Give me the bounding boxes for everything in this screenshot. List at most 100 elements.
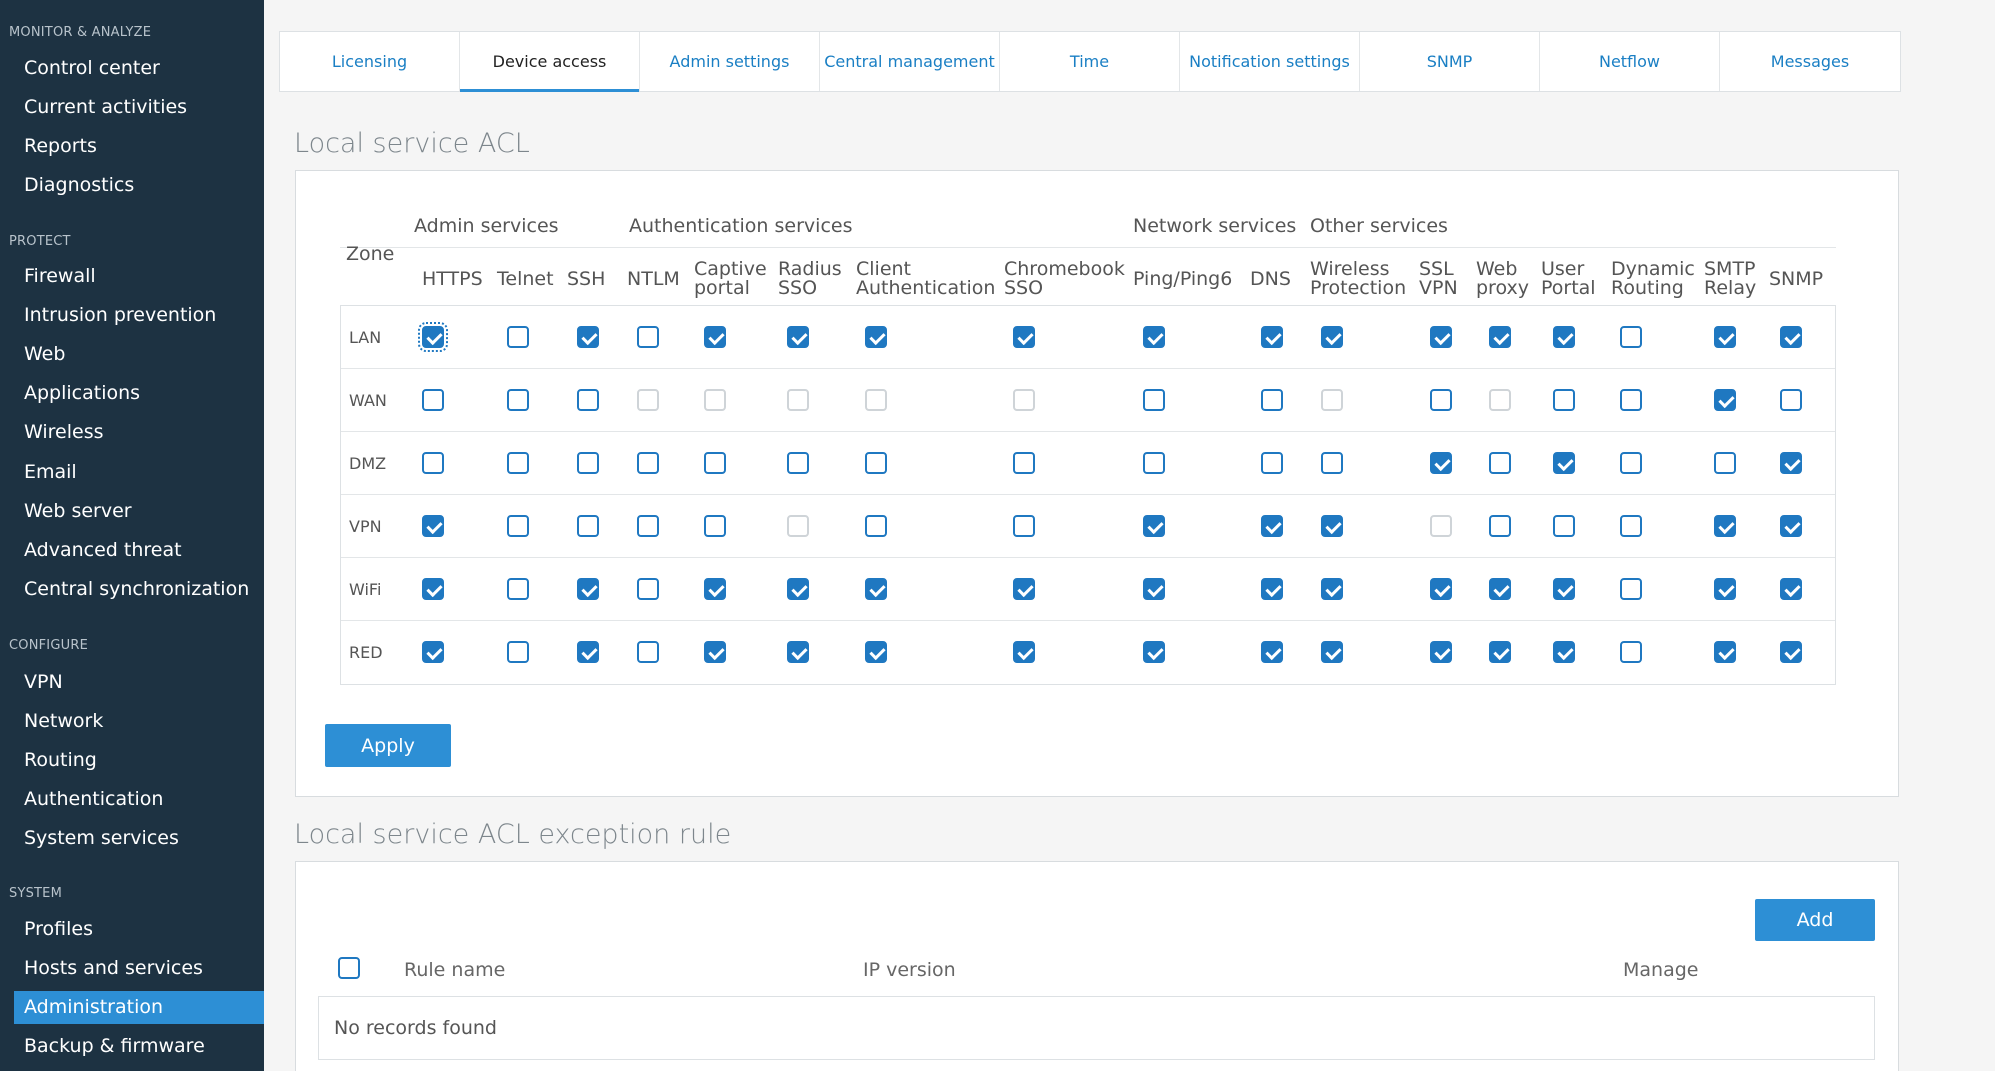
sidebar-item-administration[interactable]: Administration [14, 991, 264, 1024]
checkbox-dmz-ssh[interactable] [577, 452, 599, 474]
checkbox-wan-ping-ping6[interactable] [1143, 389, 1165, 411]
checkbox-vpn-web-proxy[interactable] [1489, 515, 1511, 537]
checkbox-vpn-client-authentication[interactable] [865, 515, 887, 537]
checkbox-red-ntlm[interactable] [637, 641, 659, 663]
tab-central-management[interactable]: Central management [820, 32, 1000, 91]
checkbox-red-ping-ping6[interactable] [1143, 641, 1165, 663]
checkbox-vpn-telnet[interactable] [507, 515, 529, 537]
checkbox-dmz-user-portal[interactable] [1553, 452, 1575, 474]
checkbox-wifi-ssh[interactable] [577, 578, 599, 600]
checkbox-wifi-dynamic-routing[interactable] [1620, 578, 1642, 600]
checkbox-wifi-ping-ping6[interactable] [1143, 578, 1165, 600]
sidebar-item-web[interactable]: Web [24, 343, 66, 365]
checkbox-red-smtp-relay[interactable] [1714, 641, 1736, 663]
sidebar-item-backup-firmware[interactable]: Backup & firmware [24, 1035, 205, 1057]
checkbox-red-telnet[interactable] [507, 641, 529, 663]
sidebar-item-applications[interactable]: Applications [24, 382, 141, 404]
checkbox-wan-dns[interactable] [1261, 389, 1283, 411]
checkbox-wan-user-portal[interactable] [1553, 389, 1575, 411]
checkbox-red-client-authentication[interactable] [865, 641, 887, 663]
checkbox-wifi-chromebook-sso[interactable] [1013, 578, 1035, 600]
add-button[interactable]: Add [1755, 899, 1875, 941]
checkbox-wan-smtp-relay[interactable] [1714, 389, 1736, 411]
checkbox-wifi-radius-sso[interactable] [787, 578, 809, 600]
tab-admin-settings[interactable]: Admin settings [640, 32, 820, 91]
checkbox-dmz-chromebook-sso[interactable] [1013, 452, 1035, 474]
checkbox-red-chromebook-sso[interactable] [1013, 641, 1035, 663]
checkbox-vpn-https[interactable] [422, 515, 444, 537]
checkbox-lan-dns[interactable] [1261, 326, 1283, 348]
checkbox-red-wireless-protection[interactable] [1321, 641, 1343, 663]
checkbox-dmz-web-proxy[interactable] [1489, 452, 1511, 474]
checkbox-lan-ntlm[interactable] [637, 326, 659, 348]
checkbox-lan-chromebook-sso[interactable] [1013, 326, 1035, 348]
checkbox-dmz-captive-portal[interactable] [704, 452, 726, 474]
select-all-checkbox[interactable] [338, 957, 360, 979]
sidebar-item-wireless[interactable]: Wireless [24, 421, 104, 443]
checkbox-vpn-ssh[interactable] [577, 515, 599, 537]
tab-notification-settings[interactable]: Notification settings [1180, 32, 1360, 91]
checkbox-red-dns[interactable] [1261, 641, 1283, 663]
checkbox-dmz-ntlm[interactable] [637, 452, 659, 474]
checkbox-lan-dynamic-routing[interactable] [1620, 326, 1642, 348]
checkbox-dmz-ping-ping6[interactable] [1143, 452, 1165, 474]
sidebar-item-network[interactable]: Network [24, 710, 104, 732]
checkbox-dmz-smtp-relay[interactable] [1714, 452, 1736, 474]
sidebar-item-hosts-and-services[interactable]: Hosts and services [24, 957, 203, 979]
sidebar-item-central-synchronization[interactable]: Central synchronization [24, 578, 250, 600]
checkbox-lan-ssl-vpn[interactable] [1430, 326, 1452, 348]
checkbox-wan-dynamic-routing[interactable] [1620, 389, 1642, 411]
checkbox-vpn-snmp[interactable] [1780, 515, 1802, 537]
checkbox-lan-web-proxy[interactable] [1489, 326, 1511, 348]
checkbox-vpn-captive-portal[interactable] [704, 515, 726, 537]
checkbox-vpn-smtp-relay[interactable] [1714, 515, 1736, 537]
checkbox-wifi-user-portal[interactable] [1553, 578, 1575, 600]
tab-time[interactable]: Time [1000, 32, 1180, 91]
checkbox-red-dynamic-routing[interactable] [1620, 641, 1642, 663]
checkbox-wifi-https[interactable] [422, 578, 444, 600]
checkbox-red-ssl-vpn[interactable] [1430, 641, 1452, 663]
tab-device-access[interactable]: Device access [460, 32, 640, 92]
checkbox-wifi-client-authentication[interactable] [865, 578, 887, 600]
checkbox-wifi-ntlm[interactable] [637, 578, 659, 600]
checkbox-dmz-dynamic-routing[interactable] [1620, 452, 1642, 474]
checkbox-lan-captive-portal[interactable] [704, 326, 726, 348]
checkbox-red-radius-sso[interactable] [787, 641, 809, 663]
checkbox-wifi-dns[interactable] [1261, 578, 1283, 600]
checkbox-lan-wireless-protection[interactable] [1321, 326, 1343, 348]
sidebar-item-intrusion-prevention[interactable]: Intrusion prevention [24, 304, 217, 326]
checkbox-red-https[interactable] [422, 641, 444, 663]
checkbox-dmz-ssl-vpn[interactable] [1430, 452, 1452, 474]
checkbox-wifi-smtp-relay[interactable] [1714, 578, 1736, 600]
tab-snmp[interactable]: SNMP [1360, 32, 1540, 91]
checkbox-lan-snmp[interactable] [1780, 326, 1802, 348]
checkbox-lan-telnet[interactable] [507, 326, 529, 348]
checkbox-lan-ssh[interactable] [577, 326, 599, 348]
sidebar-item-control-center[interactable]: Control center [24, 57, 160, 79]
checkbox-vpn-ntlm[interactable] [637, 515, 659, 537]
sidebar-item-diagnostics[interactable]: Diagnostics [24, 174, 135, 196]
checkbox-vpn-dns[interactable] [1261, 515, 1283, 537]
sidebar-item-reports[interactable]: Reports [24, 135, 97, 157]
checkbox-red-user-portal[interactable] [1553, 641, 1575, 663]
checkbox-red-snmp[interactable] [1780, 641, 1802, 663]
checkbox-dmz-dns[interactable] [1261, 452, 1283, 474]
checkbox-vpn-user-portal[interactable] [1553, 515, 1575, 537]
checkbox-wifi-web-proxy[interactable] [1489, 578, 1511, 600]
checkbox-red-ssh[interactable] [577, 641, 599, 663]
checkbox-wan-https[interactable] [422, 389, 444, 411]
checkbox-dmz-radius-sso[interactable] [787, 452, 809, 474]
sidebar-item-authentication[interactable]: Authentication [24, 788, 164, 810]
tab-messages[interactable]: Messages [1770, 52, 1850, 71]
checkbox-lan-radius-sso[interactable] [787, 326, 809, 348]
checkbox-vpn-wireless-protection[interactable] [1321, 515, 1343, 537]
checkbox-dmz-wireless-protection[interactable] [1321, 452, 1343, 474]
checkbox-wifi-ssl-vpn[interactable] [1430, 578, 1452, 600]
sidebar-item-system-services[interactable]: System services [24, 827, 179, 849]
checkbox-wifi-wireless-protection[interactable] [1321, 578, 1343, 600]
sidebar-item-web-server[interactable]: Web server [24, 500, 132, 522]
tab-netflow[interactable]: Netflow [1540, 32, 1720, 91]
sidebar-item-vpn[interactable]: VPN [24, 671, 63, 693]
checkbox-dmz-snmp[interactable] [1780, 452, 1802, 474]
sidebar-item-firewall[interactable]: Firewall [24, 265, 96, 287]
